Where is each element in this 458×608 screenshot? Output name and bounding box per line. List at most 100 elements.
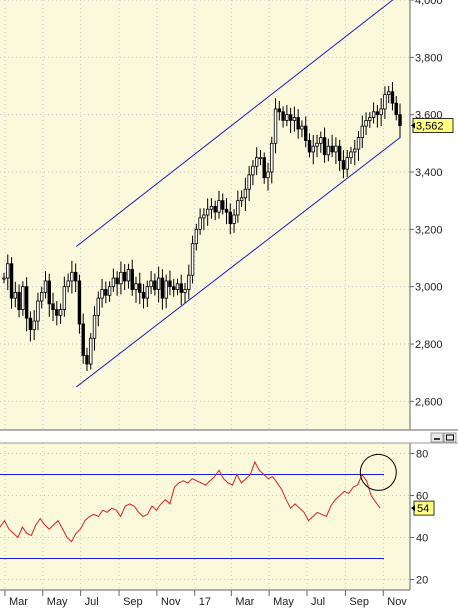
candle-body xyxy=(270,142,274,173)
candle-body xyxy=(164,280,168,299)
candle-body xyxy=(85,355,89,365)
candle-body xyxy=(337,145,342,161)
candle-body xyxy=(390,91,395,104)
candle-body xyxy=(386,91,391,95)
candle-body xyxy=(62,286,67,310)
candle-body xyxy=(104,289,108,296)
candle-body xyxy=(107,286,112,296)
x-tick-label: May xyxy=(47,596,68,608)
candle-body xyxy=(179,283,183,293)
candle-body xyxy=(296,117,300,130)
candle-body xyxy=(247,174,251,190)
candle-body xyxy=(330,145,334,153)
highlight-circle xyxy=(359,453,397,491)
candle-body xyxy=(281,111,285,121)
price-last-value-pointer xyxy=(411,122,415,129)
trend-channel xyxy=(75,0,401,388)
x-tick-label: Nov xyxy=(161,596,181,608)
candle-body xyxy=(228,211,232,224)
candle-body xyxy=(77,280,82,325)
candle-body xyxy=(149,280,153,288)
candle-body xyxy=(224,208,229,213)
candle-body xyxy=(58,309,63,316)
candle-body xyxy=(239,197,244,202)
candle-body xyxy=(55,309,59,316)
channel-upper-line xyxy=(75,0,394,247)
candle-body xyxy=(145,286,150,299)
maximize-button[interactable] xyxy=(443,432,457,443)
candle-body xyxy=(307,140,312,153)
candle-body xyxy=(187,274,191,290)
candle-body xyxy=(202,214,206,219)
indicator-tick-label: 20 xyxy=(416,575,428,587)
candle-body xyxy=(368,117,372,121)
candle-body xyxy=(232,214,236,224)
candle-body xyxy=(100,289,104,299)
candle-body xyxy=(198,217,202,230)
candle-body xyxy=(73,271,78,282)
candle-body xyxy=(96,297,100,316)
candle-body xyxy=(360,125,364,138)
candle-body xyxy=(153,280,157,290)
minimize-button[interactable] xyxy=(430,432,444,443)
indicator-tick-label: 80 xyxy=(416,449,428,461)
channel-lower-line xyxy=(75,137,401,388)
candle-body xyxy=(326,145,331,156)
indicator-last-value-pointer xyxy=(411,505,415,512)
indicator-panel-background xyxy=(0,443,410,590)
candle-body xyxy=(66,280,70,288)
candle-body xyxy=(285,114,289,121)
candle-body xyxy=(122,271,127,282)
candle-body xyxy=(243,188,248,199)
candle-body xyxy=(213,205,217,213)
candle-body xyxy=(221,200,225,210)
price-tick-label: 3,200 xyxy=(415,224,443,236)
candle-body xyxy=(341,160,346,170)
x-tick-label: May xyxy=(273,596,294,608)
candle-body xyxy=(24,286,29,319)
candle-body xyxy=(9,263,14,299)
maximize-icon xyxy=(446,434,454,441)
candle-body xyxy=(47,280,51,305)
candle-body xyxy=(13,291,18,299)
indicator-last-value-marker: 54 xyxy=(411,500,435,516)
candle-body xyxy=(383,94,387,110)
candle-body xyxy=(6,263,10,279)
price-tick-label: 2,800 xyxy=(415,339,443,351)
indicator-tick-label: 40 xyxy=(416,533,428,545)
candle-body xyxy=(194,228,199,245)
candle-body xyxy=(319,137,323,144)
candle-body xyxy=(254,157,259,167)
candle-body xyxy=(111,277,116,288)
candle-body xyxy=(115,277,119,285)
indicator-y-axis: 20 40 60 80 xyxy=(410,449,428,587)
candle-body xyxy=(262,157,266,179)
candle-body xyxy=(375,111,380,116)
candle-body xyxy=(356,137,361,150)
candle-body xyxy=(183,289,187,293)
candle-body xyxy=(209,205,214,210)
candle-body xyxy=(17,291,21,310)
price-last-value-marker: 3,562 xyxy=(411,118,454,133)
x-axis: Mar May Jul Sep Nov 17 Mar May Jul Sep Nov xyxy=(4,590,407,608)
x-tick-label: Jul xyxy=(85,596,99,608)
candle-body xyxy=(160,277,165,299)
candle-body xyxy=(217,200,221,213)
candle-body xyxy=(353,148,357,153)
candle-body xyxy=(134,283,138,290)
candle-body xyxy=(36,300,40,322)
candle-body xyxy=(156,277,161,290)
indicator-line xyxy=(0,460,381,543)
candle-body xyxy=(300,125,304,130)
candle-body xyxy=(322,137,327,156)
indicator-tick-label: 60 xyxy=(416,491,428,503)
candle-body xyxy=(70,271,74,282)
candle-body xyxy=(119,271,123,285)
candle-body xyxy=(277,108,282,113)
candle-body xyxy=(32,320,36,331)
candle-body xyxy=(345,157,349,170)
candle-body xyxy=(266,171,270,179)
price-tick-label: 3,800 xyxy=(415,52,443,64)
candle-body xyxy=(2,277,6,280)
